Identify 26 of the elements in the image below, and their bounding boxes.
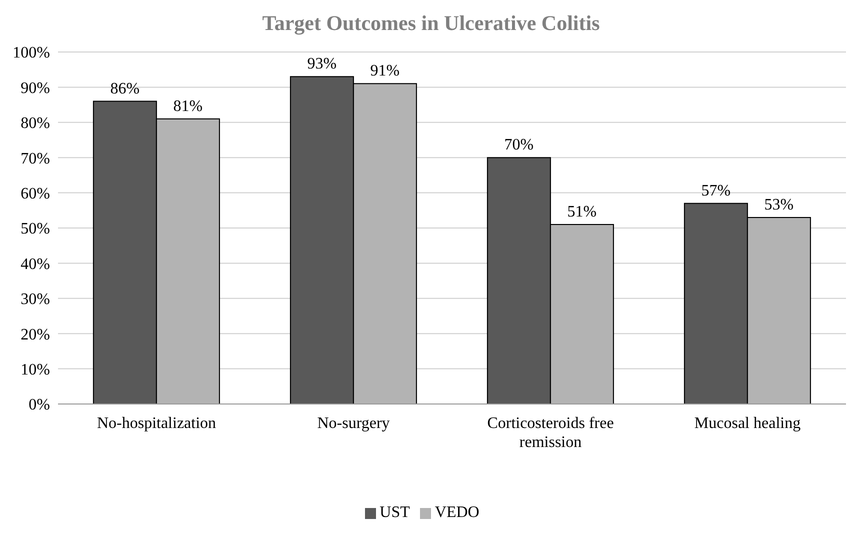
x-tick-label: Mucosal healing	[694, 415, 801, 432]
data-label: 57%	[701, 182, 731, 200]
y-tick-label: 90%	[20, 80, 50, 97]
x-tick-label: No-hospitalization	[96, 415, 216, 432]
data-label: 51%	[567, 203, 597, 220]
chart-title: Target Outcomes in Ulcerative Colitis	[261, 10, 601, 37]
data-label: 53%	[764, 196, 794, 214]
y-tick-label: 50%	[20, 220, 50, 238]
y-tick-label: 60%	[20, 185, 50, 202]
data-label: 91%	[370, 62, 400, 80]
legend-label: VEDO	[434, 504, 480, 521]
x-tick-label: No-surgery	[317, 415, 390, 432]
data-label: 93%	[307, 56, 337, 73]
y-tick-label: 0%	[28, 396, 50, 414]
y-tick-label: 10%	[20, 361, 50, 378]
y-tick-label: 70%	[20, 150, 50, 168]
y-tick-label: 20%	[20, 326, 50, 344]
legend-label: UST	[380, 504, 410, 521]
data-label: 86%	[110, 80, 140, 98]
data-label: 81%	[173, 98, 203, 115]
y-tick-label: 100%	[12, 44, 50, 62]
x-tick-label: Corticosteroids free remission	[487, 415, 614, 451]
y-tick-label: 30%	[20, 291, 50, 308]
y-tick-label: 80%	[20, 115, 50, 132]
y-tick-label: 40%	[20, 256, 50, 273]
data-label: 70%	[504, 136, 534, 154]
